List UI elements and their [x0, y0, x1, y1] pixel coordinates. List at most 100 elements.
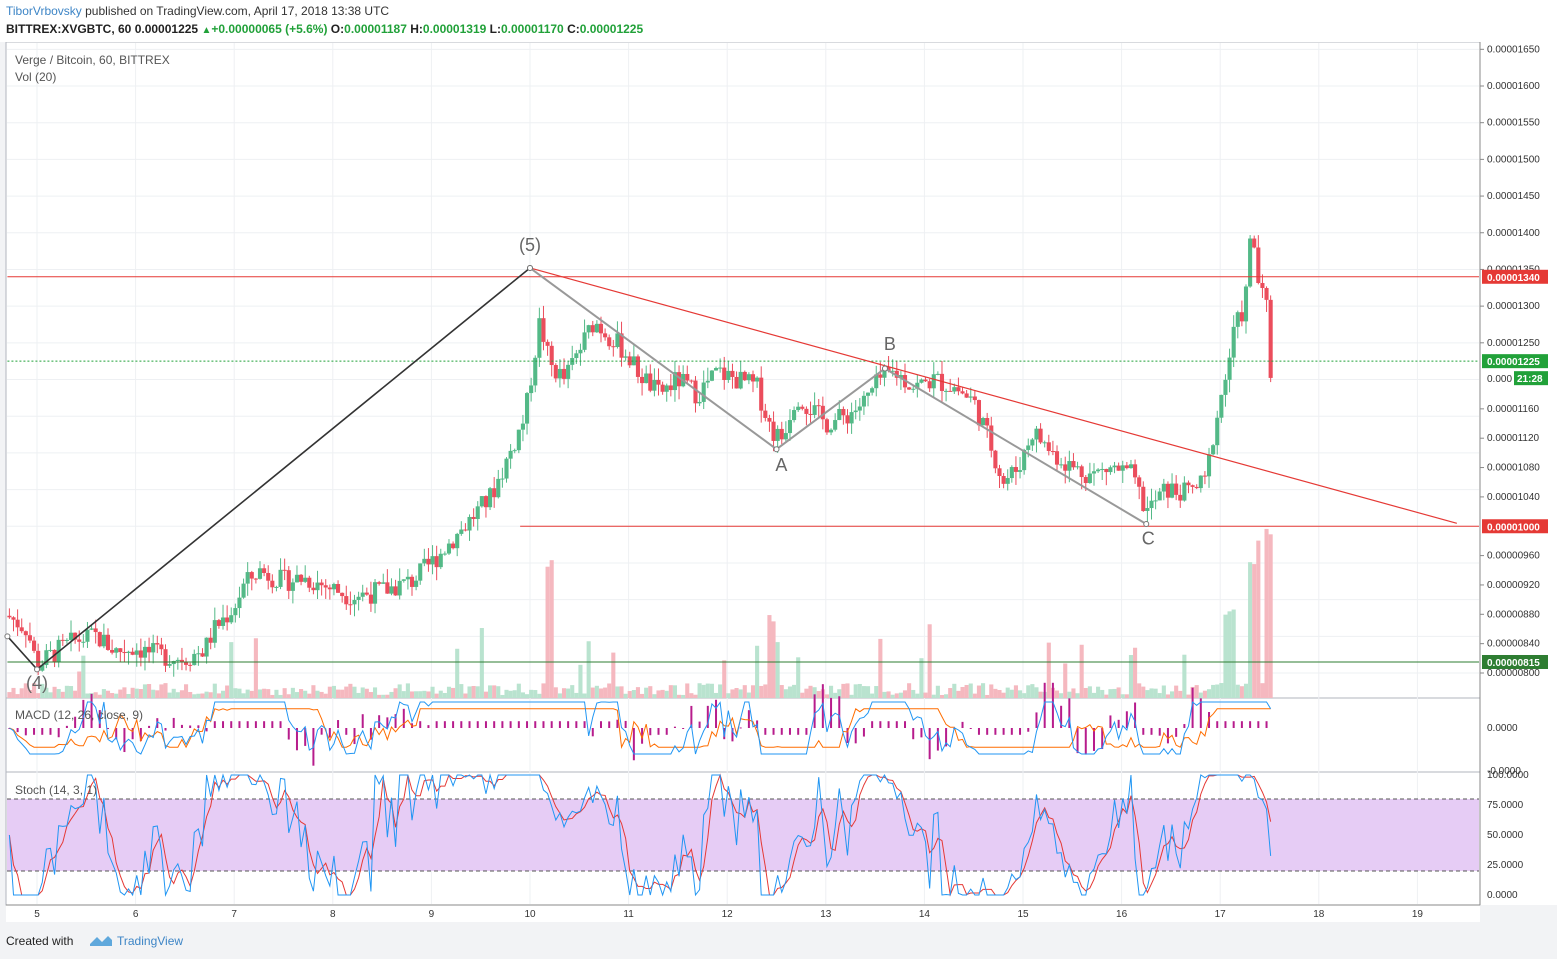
candle-body — [48, 649, 53, 651]
macd-histogram-bar — [813, 694, 816, 728]
price-axis[interactable] — [1480, 42, 1557, 905]
candle-body — [492, 488, 497, 498]
candle-body — [829, 429, 834, 433]
macd-histogram-bar — [1084, 728, 1087, 755]
volume-bar — [1198, 692, 1203, 698]
candle-body — [1190, 485, 1195, 487]
volume-bar — [640, 693, 645, 698]
volume-bar — [409, 691, 415, 698]
macd-histogram-bar — [139, 728, 142, 742]
volume-bar — [73, 690, 78, 698]
volume-bar — [718, 684, 723, 698]
chart-canvas[interactable]: (4)(5)ABC 0.000016500.000016000.00001550… — [0, 42, 1557, 922]
wave-label: C — [1142, 529, 1155, 549]
candle-body — [446, 543, 452, 554]
volume-bar — [348, 683, 353, 698]
macd-histogram-bar — [657, 728, 660, 735]
volume-bar — [1231, 609, 1236, 698]
high-label: H: — [410, 22, 423, 36]
candle-body — [233, 608, 238, 616]
volume-bar — [389, 691, 394, 698]
candle-body — [278, 569, 283, 587]
candle-body — [582, 332, 587, 350]
macd-histogram-bar — [57, 728, 60, 738]
open-label: O: — [330, 22, 345, 36]
volume-bar — [85, 693, 90, 698]
tradingview-link[interactable]: TradingView — [117, 934, 184, 948]
partial-price-label: 0.000 — [1487, 374, 1512, 385]
macd-histogram-bar — [222, 721, 225, 728]
candle-body — [656, 379, 661, 385]
candle-body — [64, 639, 69, 641]
stoch-k-line — [8, 773, 1272, 897]
candle-body — [1149, 500, 1154, 509]
volume-bar — [898, 692, 903, 698]
candle-body — [841, 409, 846, 416]
macd-histogram-bar — [328, 728, 331, 738]
candle-body — [110, 649, 115, 653]
macd-histogram-bar — [419, 721, 422, 728]
candle-body — [718, 367, 723, 369]
volume-bar — [1260, 683, 1265, 698]
volume-bar — [451, 687, 456, 698]
volume-bar — [200, 693, 205, 698]
volume-bar — [755, 645, 760, 698]
candle-body — [1186, 482, 1191, 486]
candle-body — [915, 382, 920, 389]
candle-body — [1128, 464, 1134, 469]
macd-histogram-bar — [1232, 721, 1235, 728]
macd-histogram-bar — [1166, 728, 1169, 744]
macd-histogram-bar — [1142, 728, 1145, 735]
macd-histogram-bar — [484, 721, 487, 728]
candle-body — [1161, 483, 1166, 492]
volume-bar — [1071, 688, 1076, 698]
candle-body — [336, 584, 341, 593]
candle-body — [426, 558, 431, 565]
volume-bar — [931, 694, 936, 698]
publish-line: TiborVrbovsky published on TradingView.c… — [6, 4, 389, 18]
time-tick-label: 6 — [133, 909, 139, 920]
candle-body — [796, 406, 801, 411]
candle-body — [1079, 466, 1084, 478]
volume-bar — [1268, 534, 1273, 698]
volume-bar — [455, 648, 460, 698]
volume-bar — [611, 652, 616, 698]
macd-histogram-bar — [739, 727, 742, 729]
price-tag-label: 0.00001340 — [1487, 273, 1540, 284]
candle-body — [348, 604, 353, 606]
macd-tick-label: 0.0000 — [1487, 723, 1518, 734]
macd-histogram-bar — [1175, 728, 1178, 737]
author-link[interactable]: TiborVrbovsky — [6, 4, 82, 18]
volume-bar — [360, 687, 365, 698]
volume-bar — [1170, 691, 1175, 698]
candle-body — [19, 627, 24, 632]
tradingview-logo-icon[interactable] — [88, 932, 114, 948]
candle-body — [331, 584, 337, 590]
candle-body — [1120, 465, 1125, 471]
macd-histogram-bar — [1183, 724, 1186, 728]
candle-body — [1165, 483, 1170, 498]
macd-line — [9, 701, 1272, 755]
time-tick-label: 8 — [330, 909, 336, 920]
macd-histogram-bar — [608, 721, 611, 728]
volume-bar — [253, 638, 258, 698]
candle-body — [299, 574, 304, 582]
candle-body — [783, 433, 788, 440]
volume-bar — [438, 690, 443, 698]
candle-body — [27, 635, 32, 641]
volume-bar — [775, 642, 780, 698]
macd-histogram-bar — [715, 699, 718, 728]
candle-body — [709, 370, 714, 381]
macd-histogram-bar — [591, 728, 594, 737]
price-tick-label: 0.00001160 — [1487, 404, 1540, 415]
volume-bar — [122, 687, 127, 698]
volume-bar — [175, 692, 180, 698]
volume-bar — [274, 689, 279, 698]
candle-body — [430, 556, 435, 565]
volume-bar — [167, 692, 172, 698]
volume-bar — [422, 690, 427, 698]
volume-bar — [685, 683, 690, 698]
time-axis[interactable] — [6, 905, 1480, 922]
candle-body — [1223, 379, 1228, 395]
macd-histogram-bar — [526, 721, 529, 728]
